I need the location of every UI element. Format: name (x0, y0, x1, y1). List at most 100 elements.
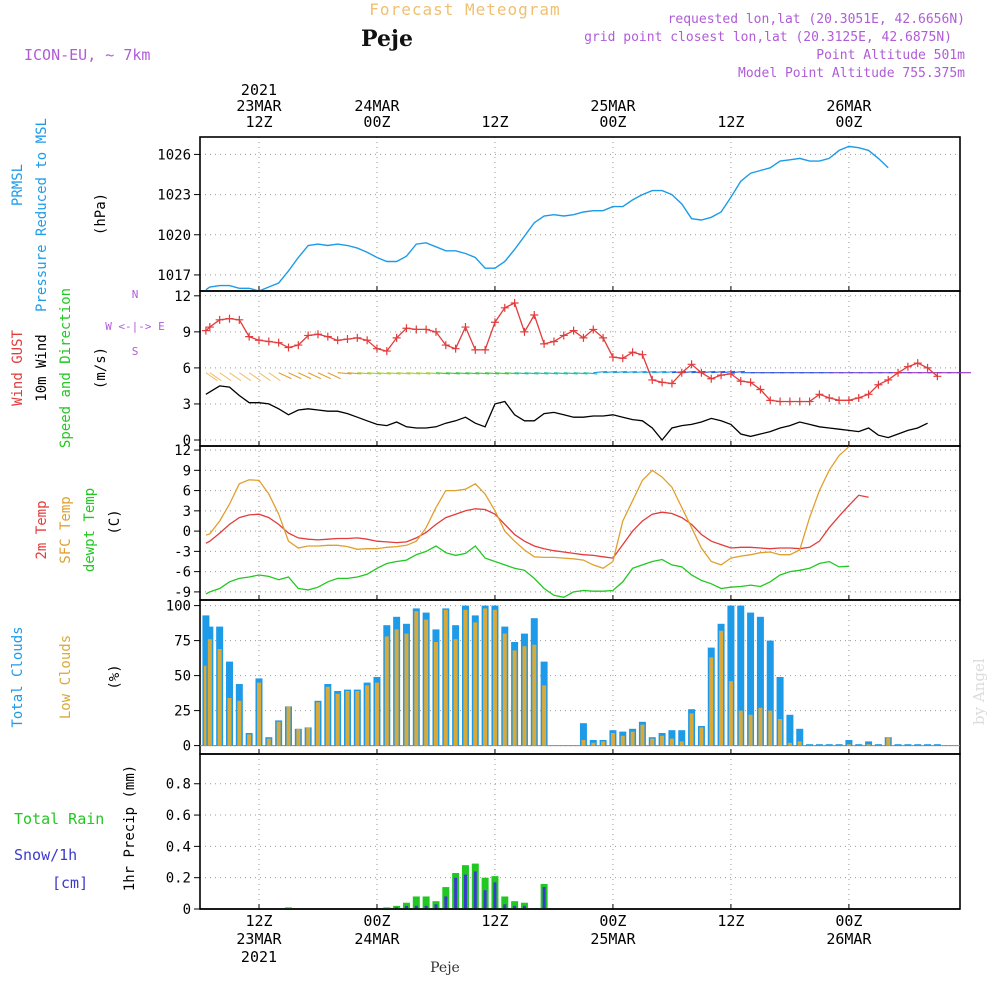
y-tick-label: -9 (174, 585, 191, 601)
y-tick-label: 9 (183, 325, 191, 341)
wind-direction-arrow (258, 372, 271, 382)
compass-west-east-label: W <-|-> E (105, 320, 165, 333)
low-cloud-bar (797, 741, 802, 746)
bottom-time-label: 25MAR (590, 930, 636, 948)
gust-marker (903, 362, 912, 371)
low-cloud-bar (365, 685, 370, 746)
low-cloud-bar (276, 721, 281, 746)
gust-marker (559, 331, 568, 340)
location-title: Peje (361, 26, 413, 52)
wind-direction-arrow (406, 372, 421, 375)
gust-marker (540, 339, 549, 348)
gust-marker (431, 327, 440, 336)
total-cloud-bar (874, 744, 882, 746)
low-cloud-bar (443, 609, 448, 746)
total-cloud-bar (815, 744, 823, 746)
gust-marker (245, 332, 254, 341)
top-time-label: 12Z (481, 113, 508, 131)
gust-marker (736, 377, 745, 386)
snow-bar (404, 905, 408, 909)
gust-marker (264, 337, 273, 346)
y-tick-label: 12 (174, 289, 191, 305)
low-cloud-bar (286, 706, 291, 746)
top-time-label: 24MAR (354, 97, 400, 115)
low-cloud-bar (748, 714, 753, 746)
low-cloud-bar (203, 665, 208, 746)
low-cloud-bar (453, 639, 458, 746)
wind-direction-arrow (307, 372, 322, 380)
precip-unit-label: 1hr Precip (mm) (122, 765, 138, 891)
wind-direction-arrow (711, 370, 726, 374)
gust-marker (422, 325, 431, 334)
gust-marker (451, 344, 460, 353)
y-tick-label: 6 (183, 484, 191, 500)
gust-marker (215, 315, 224, 324)
low-cloud-bar (610, 733, 615, 746)
y-tick-label: 6 (183, 361, 191, 377)
gust-marker (835, 396, 844, 405)
top-time-label: 2021 (241, 81, 277, 99)
low-cloud-bar (325, 686, 330, 746)
wind-direction-arrow (534, 372, 549, 375)
wind-direction-arrow (278, 372, 292, 380)
temp-label-2m: 2m Temp (34, 500, 50, 559)
y-tick-label: 9 (183, 463, 191, 479)
low-cloud-bar (384, 636, 389, 746)
wind-label-10m: 10m Wind (34, 334, 50, 401)
gust-marker (294, 341, 303, 350)
bottom-time-label: 12Z (245, 912, 272, 930)
total-cloud-bar (678, 730, 686, 746)
gust-marker (481, 345, 490, 354)
gust-marker (776, 397, 785, 406)
wind-direction-arrow (386, 372, 401, 375)
temp-unit-label: (C) (107, 509, 123, 534)
gust-marker (756, 385, 765, 394)
low-cloud-bar (768, 710, 773, 746)
snow-bar (414, 905, 418, 909)
gust-marker (461, 323, 470, 332)
low-cloud-bar (699, 727, 704, 746)
gust-marker (392, 333, 401, 342)
wind-direction-arrow (514, 372, 529, 375)
wind-direction-arrow (298, 372, 312, 380)
total-cloud-bar (865, 741, 873, 746)
compass-north-label: N (132, 288, 139, 301)
y-tick-label: 75 (174, 634, 191, 650)
gust-marker (697, 368, 706, 377)
snow-bar (434, 904, 438, 909)
gust-marker (677, 368, 686, 377)
low-cloud-bar (404, 633, 409, 746)
total-cloud-bar (786, 714, 794, 746)
total-cloud-bar (845, 740, 853, 746)
total-cloud-bar (579, 723, 587, 746)
gust-marker (353, 333, 362, 342)
low-cloud-bar (355, 691, 360, 746)
wind-unit-label: (m/s) (93, 347, 109, 389)
total-cloud-bar (747, 612, 755, 746)
gust-marker (884, 375, 893, 384)
y-tick-label: 0.8 (166, 777, 191, 793)
pressure-unit-label: (hPa) (93, 193, 109, 235)
wind-direction-arrow (494, 372, 509, 375)
wind-direction-arrow (416, 372, 431, 375)
low-cloud-bar (532, 644, 537, 746)
panel-frame (199, 753, 961, 910)
gust-marker (490, 318, 499, 327)
rain-bar (520, 902, 528, 909)
snow-bar (542, 887, 546, 909)
bottom-time-label: 26MAR (826, 930, 872, 948)
gust-marker (201, 326, 210, 335)
low-cloud-bar (620, 735, 625, 746)
pressure-label-msl: Pressure Reduced to MSL (34, 118, 50, 312)
gust-marker (913, 359, 922, 368)
low-cloud-bar (473, 622, 478, 746)
gust-marker (825, 393, 834, 402)
wind-direction-arrow (288, 372, 302, 380)
y-tick-label: -3 (174, 544, 191, 560)
low-cloud-bar (315, 702, 320, 746)
gust-marker (500, 303, 509, 312)
pressure-label-prmsl: PRMSL (10, 164, 26, 206)
model-label: ICON-EU, ~ 7km (24, 46, 150, 64)
